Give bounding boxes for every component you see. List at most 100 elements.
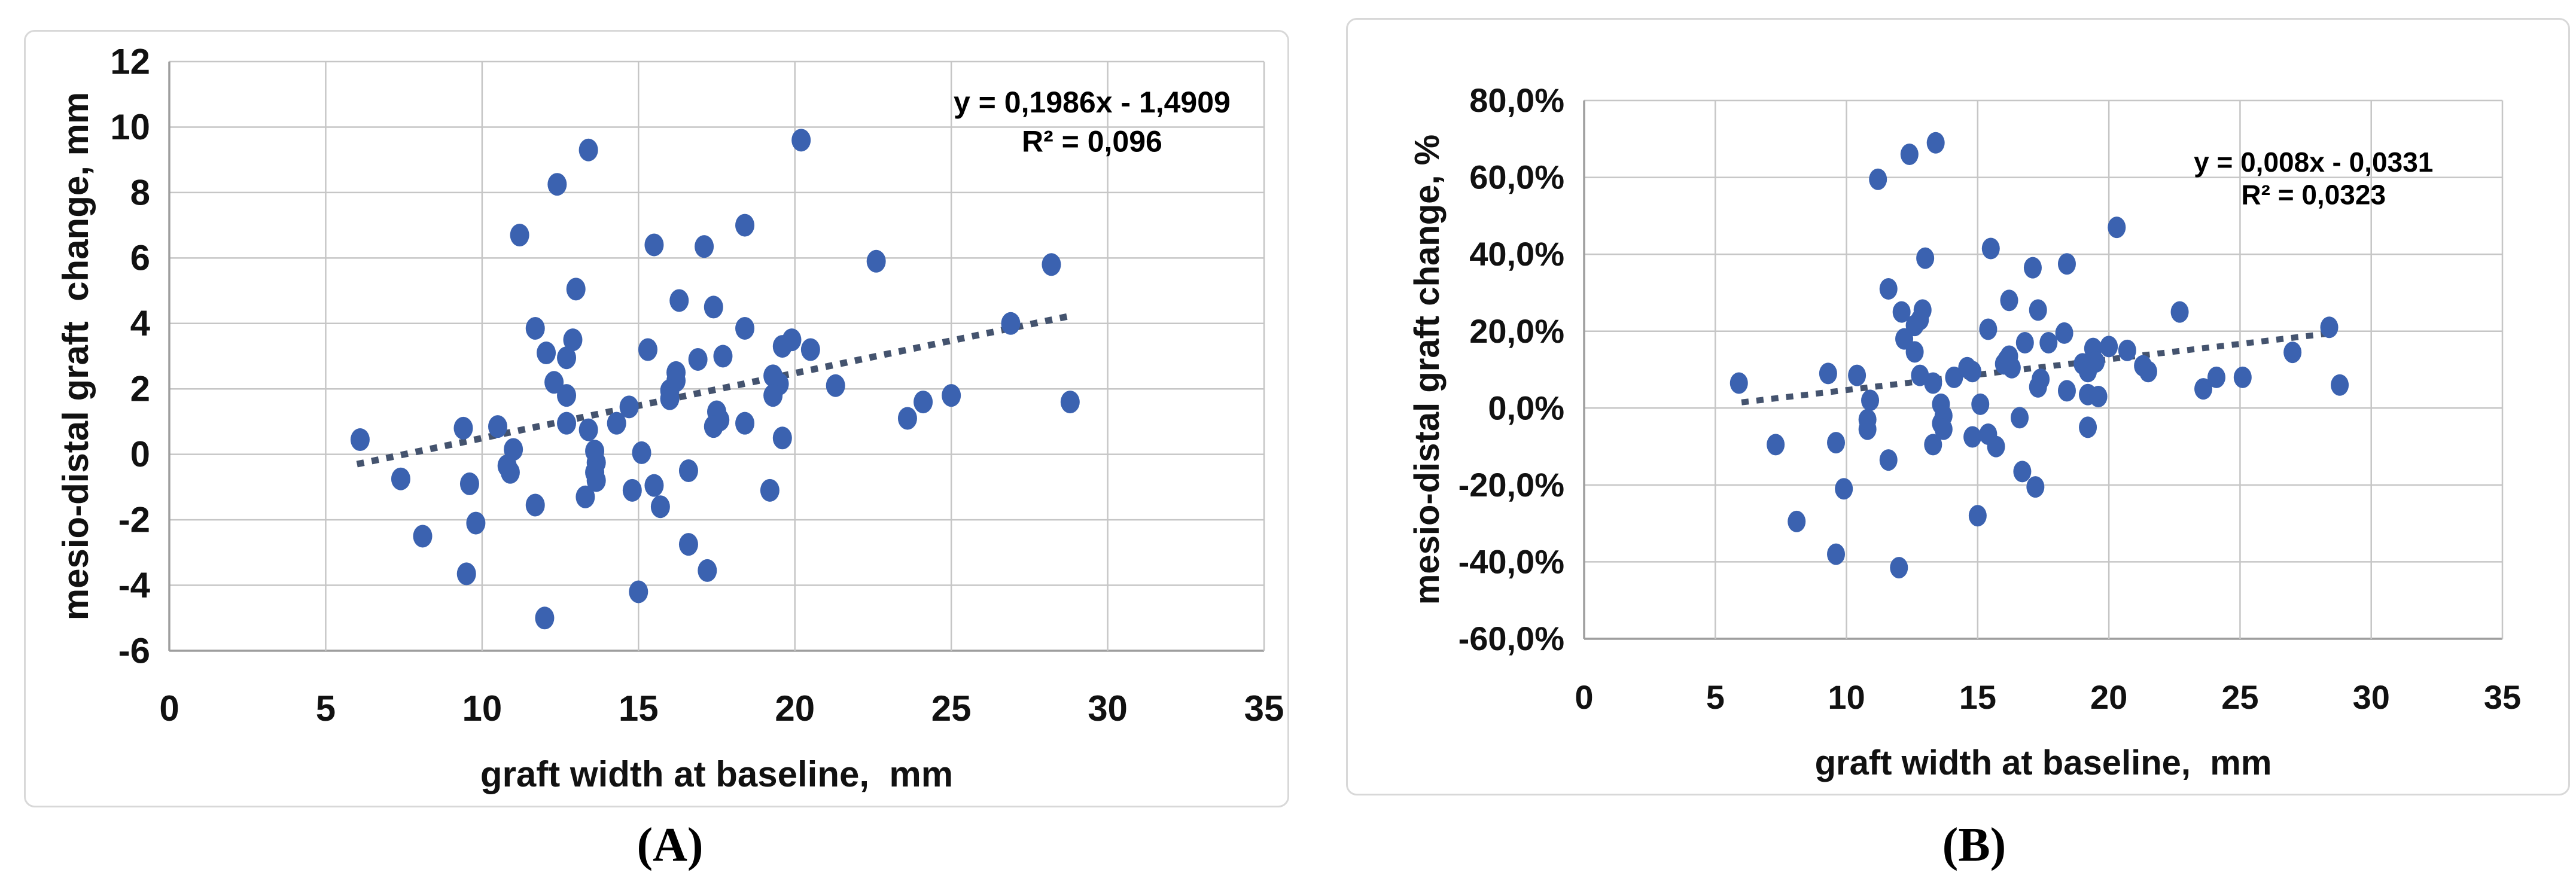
data-point bbox=[1848, 364, 1866, 386]
x-tick-label: 10 bbox=[462, 688, 502, 728]
data-point bbox=[914, 391, 933, 414]
trendline-r-squared: R² = 0,096 bbox=[1022, 124, 1162, 158]
data-point bbox=[607, 411, 626, 435]
data-point bbox=[456, 562, 476, 586]
data-point bbox=[2139, 361, 2157, 383]
data-point bbox=[622, 478, 642, 502]
data-point bbox=[632, 441, 651, 464]
trendline-r-squared: R² = 0,0323 bbox=[2241, 179, 2386, 211]
x-tick-label: 15 bbox=[1959, 678, 1996, 716]
chart-panel-a: 12 10 8 6 4 2 0 -2 -4 -6 0 5 10 15 20 25 30 35 y = 0,1986x… bbox=[24, 30, 1289, 807]
data-point bbox=[866, 249, 886, 273]
data-point bbox=[1835, 478, 1853, 500]
data-point bbox=[1827, 432, 1846, 454]
y-tick-label: -4 bbox=[118, 565, 151, 605]
data-point bbox=[488, 415, 507, 438]
data-point bbox=[2283, 342, 2302, 364]
data-point bbox=[772, 426, 792, 450]
data-point bbox=[557, 346, 577, 370]
x-tick-label: 30 bbox=[2353, 678, 2390, 716]
y-tick-label: 60,0% bbox=[1469, 158, 1564, 196]
y-tick-label: -2 bbox=[118, 500, 150, 540]
data-point bbox=[525, 493, 545, 517]
data-point bbox=[1945, 366, 1963, 388]
data-point bbox=[2118, 339, 2136, 361]
data-point bbox=[2026, 476, 2045, 498]
data-point bbox=[2039, 332, 2058, 353]
data-point bbox=[629, 580, 648, 603]
data-point bbox=[1963, 426, 1982, 448]
data-point bbox=[1934, 418, 1953, 440]
data-point bbox=[2331, 374, 2349, 396]
y-tick-label: 40,0% bbox=[1469, 235, 1564, 273]
data-point bbox=[942, 384, 961, 407]
data-point bbox=[350, 428, 370, 452]
data-point bbox=[897, 407, 917, 430]
y-tick-label: -60,0% bbox=[1458, 620, 1564, 657]
trendline bbox=[356, 313, 1068, 468]
data-point bbox=[1861, 389, 1880, 411]
data-point bbox=[2055, 322, 2073, 344]
data-point bbox=[2002, 356, 2021, 379]
data-point bbox=[1819, 362, 1837, 385]
data-point bbox=[704, 295, 723, 319]
data-point bbox=[2079, 416, 2097, 438]
data-point bbox=[1001, 312, 1021, 335]
data-point bbox=[566, 278, 586, 301]
data-point bbox=[644, 233, 664, 257]
x-tick-label: 5 bbox=[316, 688, 336, 728]
data-point bbox=[735, 411, 755, 435]
x-tick-label: 35 bbox=[1244, 688, 1284, 728]
data-point bbox=[510, 224, 529, 247]
data-point bbox=[791, 129, 811, 152]
data-point bbox=[619, 395, 639, 419]
data-point bbox=[2011, 407, 2029, 429]
data-point bbox=[704, 415, 723, 438]
data-point bbox=[557, 384, 577, 407]
data-point bbox=[2029, 299, 2047, 321]
y-tick-label: 0 bbox=[130, 434, 150, 474]
x-tick-label: 20 bbox=[2090, 678, 2127, 716]
data-point bbox=[713, 345, 733, 368]
data-point bbox=[2015, 332, 2034, 353]
data-point bbox=[1924, 372, 1942, 394]
data-point bbox=[453, 416, 473, 440]
trendline-equation: y = 0,1986x - 1,4909 bbox=[954, 86, 1231, 119]
data-point bbox=[537, 342, 556, 365]
data-point bbox=[1905, 315, 1924, 337]
data-point bbox=[1905, 341, 1924, 363]
data-point bbox=[1892, 301, 1911, 323]
scatter-chart-b: 80,0% 60,0% 40,0% 20,0% 0,0% -20,0% -40,0% -60,… bbox=[1408, 81, 2521, 782]
data-point bbox=[586, 469, 606, 492]
data-point bbox=[1981, 237, 2000, 260]
data-point bbox=[698, 559, 717, 582]
data-point bbox=[2170, 301, 2189, 323]
data-point bbox=[2207, 366, 2225, 388]
x-tick-label: 10 bbox=[1828, 678, 1865, 716]
data-point bbox=[1926, 132, 1945, 154]
data-point bbox=[1971, 393, 1990, 415]
data-point bbox=[644, 474, 664, 497]
x-tick-label: 30 bbox=[1088, 688, 1128, 728]
data-point bbox=[2320, 316, 2339, 339]
data-point bbox=[1060, 391, 1080, 414]
data-point bbox=[2000, 289, 2018, 312]
x-tick-label: 0 bbox=[1575, 678, 1593, 716]
data-point bbox=[650, 495, 670, 519]
data-point bbox=[557, 411, 577, 435]
data-point bbox=[525, 316, 545, 340]
data-point bbox=[695, 235, 714, 258]
panel-caption-a: (A) bbox=[637, 819, 704, 871]
data-point bbox=[578, 418, 598, 441]
data-point bbox=[1890, 557, 1908, 579]
data-point bbox=[2089, 386, 2108, 407]
data-point bbox=[2079, 361, 2097, 383]
x-tick-label: 20 bbox=[775, 688, 815, 728]
data-point bbox=[563, 328, 583, 352]
data-point bbox=[638, 338, 657, 361]
data-point bbox=[413, 525, 433, 548]
y-tick-label: 2 bbox=[130, 369, 150, 409]
data-point bbox=[1788, 510, 1806, 532]
x-tick-label: 0 bbox=[159, 688, 179, 728]
